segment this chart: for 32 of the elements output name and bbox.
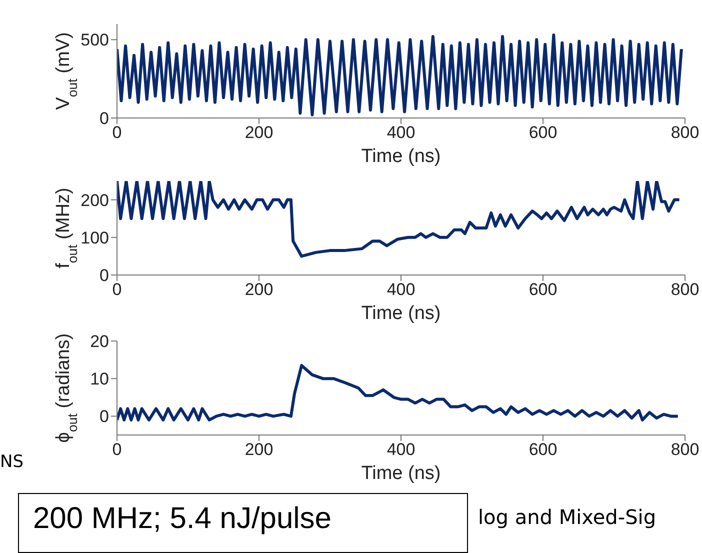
x-tick-label: 0 [112, 440, 122, 460]
y-tick-label: 100 [80, 228, 109, 248]
x-tick-label: 800 [670, 440, 700, 460]
x-tick-label: 0 [112, 123, 122, 142]
y-tick-label: 500 [80, 30, 109, 50]
x-tick-label: 600 [528, 123, 558, 142]
x-tick-label: 600 [528, 280, 558, 300]
x-tick-label: 200 [244, 280, 274, 300]
line-series [117, 181, 681, 258]
x-tick-label: 400 [386, 440, 416, 460]
line-series [117, 33, 683, 116]
y-tick-label: 10 [90, 370, 109, 389]
y-tick-label: 200 [80, 190, 109, 210]
x-tick-label: 400 [386, 280, 416, 300]
x-tick-label: 0 [112, 280, 122, 300]
y-tick-label: 0 [100, 109, 109, 128]
x-tick-label: 200 [244, 440, 274, 460]
x-tick-label: 200 [244, 123, 274, 142]
x-tick-label: 600 [528, 440, 558, 460]
y-tick-label: 0 [100, 407, 109, 426]
y-tick-label: 0 [100, 266, 109, 286]
line-series [117, 364, 680, 422]
text: 200 MHz; 5.4 nJ/pulse [18, 493, 468, 553]
x-tick-label: 800 [670, 123, 700, 142]
text: NS [0, 452, 24, 472]
x-tick-label: 400 [386, 123, 416, 142]
x-tick-label: 800 [670, 280, 700, 300]
x-axis-title: Time (ns) [361, 303, 441, 324]
x-axis-title: Time (ns) [361, 463, 441, 484]
text: log and Mixed-Sig [478, 505, 656, 529]
x-axis-title: Time (ns) [361, 146, 441, 167]
y-tick-label: 20 [90, 332, 109, 352]
